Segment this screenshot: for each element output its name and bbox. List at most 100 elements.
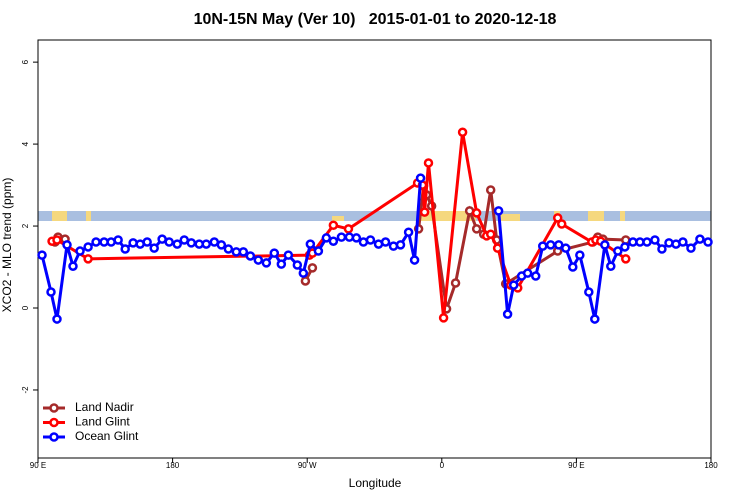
point xyxy=(403,227,414,237)
land-strip xyxy=(52,211,67,221)
land-strip xyxy=(86,211,91,221)
y-axis-label: XCO2 - MLO trend (ppm) xyxy=(0,178,14,313)
point xyxy=(695,234,705,244)
point xyxy=(556,219,567,229)
point xyxy=(343,224,354,234)
point xyxy=(46,287,56,297)
point xyxy=(75,246,85,256)
point xyxy=(261,258,272,268)
x-tick-label: 90 E xyxy=(568,461,584,470)
point xyxy=(613,246,623,256)
x-tick-label: 180 xyxy=(704,461,718,470)
point xyxy=(554,240,564,250)
x-tick-label: 90 W xyxy=(298,461,317,470)
land-strip xyxy=(620,211,625,221)
legend-label: Land Nadir xyxy=(75,400,134,414)
point xyxy=(538,241,548,251)
y-tick-label: 2 xyxy=(21,223,30,228)
point xyxy=(471,224,482,234)
point xyxy=(522,268,533,278)
point xyxy=(172,239,182,249)
point xyxy=(450,278,461,288)
point xyxy=(300,276,311,286)
point xyxy=(606,261,616,271)
land-strip xyxy=(421,211,476,221)
point xyxy=(415,173,426,183)
legend-label: Land Glint xyxy=(75,415,130,429)
point xyxy=(120,244,130,254)
point xyxy=(223,244,234,254)
land-strip xyxy=(588,211,604,221)
point xyxy=(276,259,287,269)
point xyxy=(149,243,159,253)
point xyxy=(216,240,227,250)
point xyxy=(530,271,541,281)
point xyxy=(238,247,249,257)
point xyxy=(52,314,62,324)
point xyxy=(328,220,339,230)
point xyxy=(590,314,600,324)
point xyxy=(508,280,519,290)
point xyxy=(419,207,430,217)
point xyxy=(62,240,72,250)
legend-marker xyxy=(49,432,59,442)
y-tick-label: 0 xyxy=(21,305,30,310)
chart-title: 10N-15N May (Ver 10) 2015-01-01 to 2020-… xyxy=(194,11,557,28)
point xyxy=(621,254,631,264)
point xyxy=(186,238,197,248)
y-tick-label: -2 xyxy=(21,386,30,394)
series-line xyxy=(51,131,627,318)
point xyxy=(351,233,362,243)
point xyxy=(336,232,347,242)
point xyxy=(395,240,406,250)
point xyxy=(620,242,630,252)
point xyxy=(457,127,468,137)
point xyxy=(568,262,578,272)
point xyxy=(438,313,449,323)
plot-frame xyxy=(37,39,712,459)
point xyxy=(321,233,332,243)
point xyxy=(545,240,556,250)
legend-marker xyxy=(49,403,59,413)
point xyxy=(502,309,513,319)
point xyxy=(164,237,174,247)
land-strip xyxy=(500,214,520,221)
legend-label: Ocean Glint xyxy=(75,429,139,443)
ocean-strip xyxy=(38,211,711,221)
point xyxy=(142,237,152,247)
point xyxy=(283,250,294,260)
point xyxy=(493,206,504,216)
point xyxy=(307,263,318,273)
point xyxy=(642,237,652,247)
point xyxy=(313,246,324,256)
legend-marker xyxy=(49,417,59,428)
point xyxy=(113,235,123,245)
point xyxy=(686,243,696,253)
point xyxy=(305,239,316,249)
point xyxy=(423,158,434,168)
point xyxy=(365,235,376,245)
point xyxy=(600,240,610,250)
point xyxy=(269,248,280,258)
point xyxy=(485,185,496,195)
point xyxy=(650,235,660,245)
point xyxy=(292,260,303,270)
series-line xyxy=(40,177,709,320)
point xyxy=(83,254,93,264)
point xyxy=(485,229,496,239)
x-tick-label: 90 E xyxy=(30,461,46,470)
point xyxy=(657,244,667,254)
point xyxy=(703,237,713,247)
point xyxy=(380,237,391,247)
y-tick-label: 4 xyxy=(21,141,30,146)
point xyxy=(245,251,256,261)
point xyxy=(52,235,62,245)
point xyxy=(91,237,101,247)
point xyxy=(83,242,93,252)
point xyxy=(328,236,339,246)
point xyxy=(584,287,594,297)
x-axis-label: Longitude xyxy=(349,476,402,490)
point xyxy=(492,243,503,253)
